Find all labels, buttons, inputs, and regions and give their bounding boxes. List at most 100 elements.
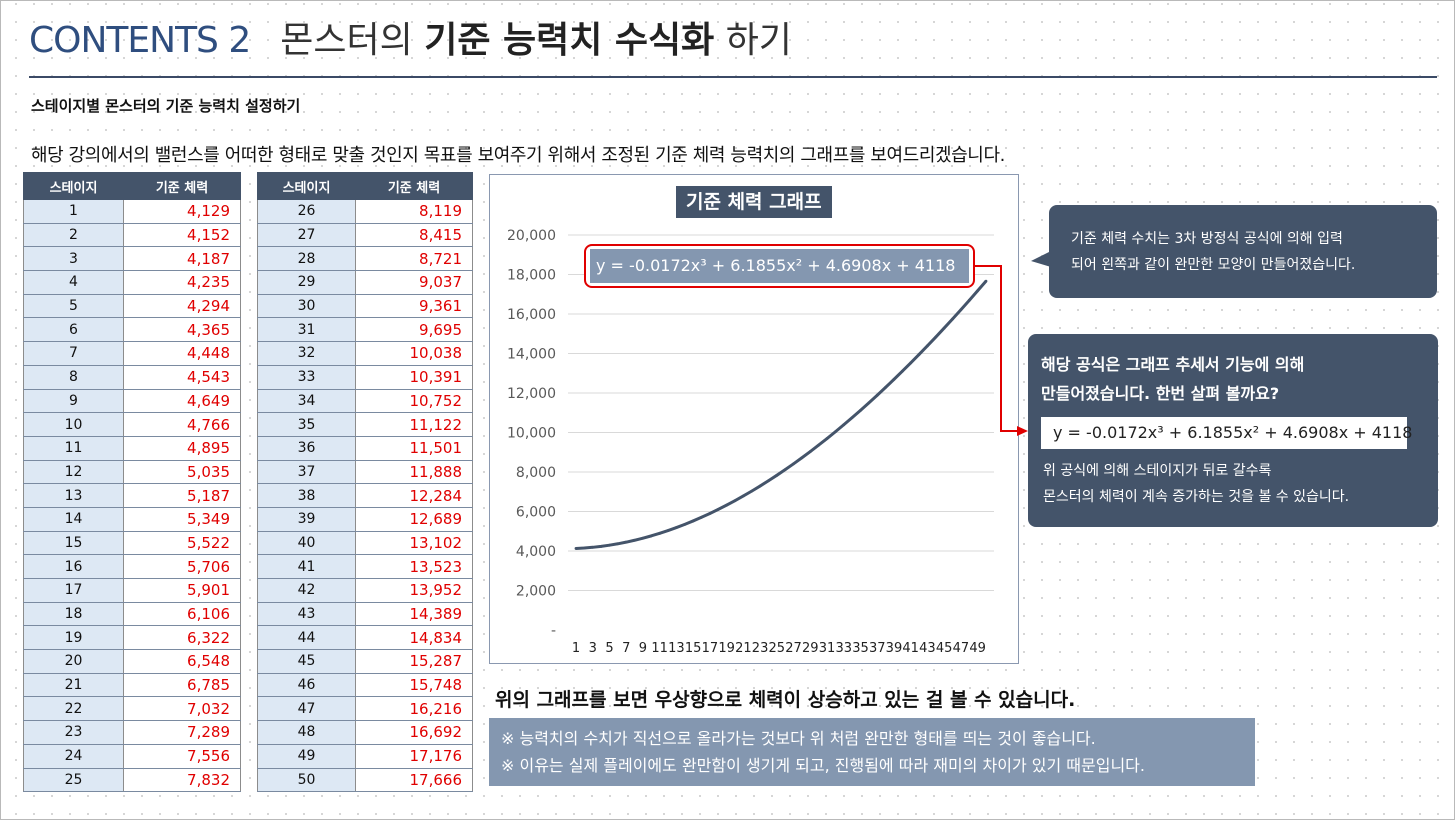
data-point	[608, 543, 611, 547]
hp-cell: 10,752	[355, 389, 473, 414]
table-row: 34 10,752	[257, 389, 473, 414]
stage-cell: 6	[23, 317, 124, 343]
data-point	[859, 408, 862, 412]
column-header-stage: 스테이지	[257, 172, 356, 200]
hp-cell: 5,349	[123, 507, 241, 532]
stage-cell: 13	[23, 483, 124, 508]
table-row: 43 14,389	[257, 602, 473, 627]
note2-line4: 몬스터의 체력이 계속 증가하는 것을 볼 수 있습니다.	[1043, 489, 1350, 505]
table-row: 47 16,216	[257, 696, 473, 722]
table-row: 36 11,501	[257, 436, 473, 461]
table-row: 37 11,888	[257, 460, 473, 485]
stage-cell: 34	[257, 389, 356, 414]
hp-cell: 4,235	[123, 270, 241, 295]
table-row: 25 7,832	[23, 768, 241, 793]
y-tick-label: 4,000	[516, 544, 556, 560]
hp-cell: 6,785	[123, 673, 241, 698]
hp-cell: 4,895	[123, 436, 241, 461]
table-row: 17 5,901	[23, 578, 241, 603]
hp-cell: 11,501	[355, 436, 473, 461]
x-tick-label: 15	[685, 641, 702, 656]
callout-note-trendline: 해당 공식은 그래프 추세서 기능에 의해 만들어졌습니다. 한번 살펴 볼까요…	[1028, 334, 1438, 527]
hp-cell: 9,037	[355, 270, 473, 295]
data-point	[942, 326, 946, 330]
stage-cell: 17	[23, 578, 124, 603]
hp-cell: 8,721	[355, 246, 473, 272]
data-point	[767, 479, 770, 483]
y-tick-label: 8,000	[516, 465, 556, 481]
table-row: 38 12,284	[257, 483, 473, 508]
column-header-hp: 기준 체력	[123, 172, 241, 200]
stage-cell: 10	[23, 412, 124, 437]
y-tick-label: 18,000	[507, 268, 556, 284]
hp-cell: 15,287	[355, 649, 473, 674]
title-part2: 하기	[725, 20, 792, 61]
stage-cell: 27	[257, 223, 356, 248]
hp-cell: 6,548	[123, 649, 241, 674]
stage-cell: 16	[23, 554, 124, 579]
table-row: 19 6,322	[23, 625, 241, 651]
table-row: 9 4,649	[23, 389, 241, 414]
data-point	[817, 443, 821, 447]
series-line	[575, 280, 988, 550]
x-tick-label: 25	[769, 641, 786, 656]
stage-cell: 40	[257, 531, 356, 556]
hp-cell: 4,649	[123, 389, 241, 414]
data-point	[633, 538, 636, 542]
hp-cell: 9,695	[355, 317, 473, 343]
stage-cell: 38	[257, 483, 356, 508]
stage-cell: 30	[257, 294, 356, 319]
hp-cell: 7,032	[123, 696, 241, 722]
table-row: 39 12,689	[257, 507, 473, 532]
table-row: 6 4,365	[23, 317, 241, 343]
data-point	[892, 377, 896, 381]
table-row: 23 7,289	[23, 720, 241, 745]
table-row: 29 9,037	[257, 270, 473, 295]
data-point	[884, 385, 887, 389]
stage-cell: 49	[257, 744, 356, 769]
stage-cell: 2	[23, 223, 124, 248]
table-row: 26 8,119	[257, 199, 473, 224]
x-tick-label: 39	[886, 641, 903, 656]
table-row: 14 5,349	[23, 507, 241, 532]
data-point	[783, 468, 787, 472]
data-point	[750, 489, 754, 493]
x-tick-label: 49	[969, 641, 986, 656]
table-row: 41 13,523	[257, 554, 473, 579]
hp-cell: 9,361	[355, 294, 473, 319]
data-point	[850, 416, 854, 420]
chart-equation: y = -0.0172x³ + 6.1855x² + 4.6908x + 411…	[590, 249, 969, 283]
hp-cell: 7,556	[123, 744, 241, 769]
hp-table-right: 스테이지 기준 체력 26 8,119 27 8,415 28 8,721 29 9,037 3…	[257, 172, 473, 793]
data-point	[599, 544, 603, 548]
table-row: 1 4,129	[23, 199, 241, 224]
hp-cell: 6,322	[123, 625, 241, 651]
data-point	[758, 484, 762, 488]
hp-cell: 7,832	[123, 768, 241, 793]
y-tick-label: 16,000	[507, 307, 556, 323]
hp-cell: 12,284	[355, 483, 473, 508]
data-point	[775, 473, 779, 477]
data-point	[725, 503, 729, 507]
x-tick-label: 45	[936, 641, 953, 656]
x-tick-label: 23	[752, 641, 769, 656]
note2-line2: 만들어졌습니다. 한번 살펴 볼까요?	[1041, 384, 1280, 403]
data-point	[741, 494, 745, 498]
y-tick-label: 6,000	[516, 505, 556, 521]
table-row: 13 5,187	[23, 483, 241, 508]
x-tick-label: 33	[835, 641, 852, 656]
table-row: 7 4,448	[23, 341, 241, 366]
hp-cell: 4,365	[123, 317, 241, 343]
data-point	[825, 437, 829, 440]
x-tick-label: 31	[819, 641, 836, 656]
stage-cell: 47	[257, 696, 356, 722]
x-tick-label: 21	[735, 641, 752, 656]
x-tick-label: 11	[651, 641, 668, 656]
hp-cell: 8,415	[355, 223, 473, 248]
x-tick-label: 1	[572, 641, 580, 656]
intro-text: 해당 강의에서의 밸런스를 어떠한 형태로 맞출 것인지 목표를 보여주기 위해…	[31, 145, 1005, 166]
title-bold: 기준 능력치 수식화	[424, 20, 715, 61]
hp-cell: 4,294	[123, 294, 241, 319]
table-row: 42 13,952	[257, 578, 473, 603]
footnote-line2: ※ 이유는 실제 플레이에도 완만함이 생기게 되고, 진행됨에 따라 재미의 …	[501, 756, 1145, 775]
